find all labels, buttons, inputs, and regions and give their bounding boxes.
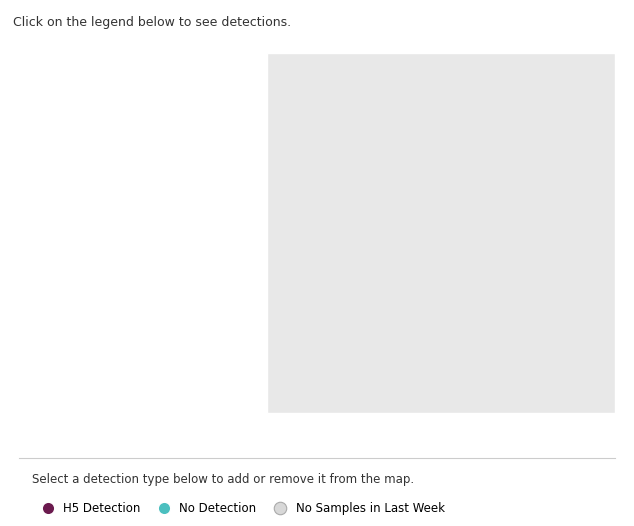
Legend: H5 Detection, No Detection, No Samples in Last Week: H5 Detection, No Detection, No Samples i… [31,498,450,520]
Bar [268,53,615,412]
Text: Select a detection type below to add or remove it from the map.: Select a detection type below to add or … [32,473,414,487]
Text: Click on the legend below to see detections.: Click on the legend below to see detecti… [13,16,291,29]
